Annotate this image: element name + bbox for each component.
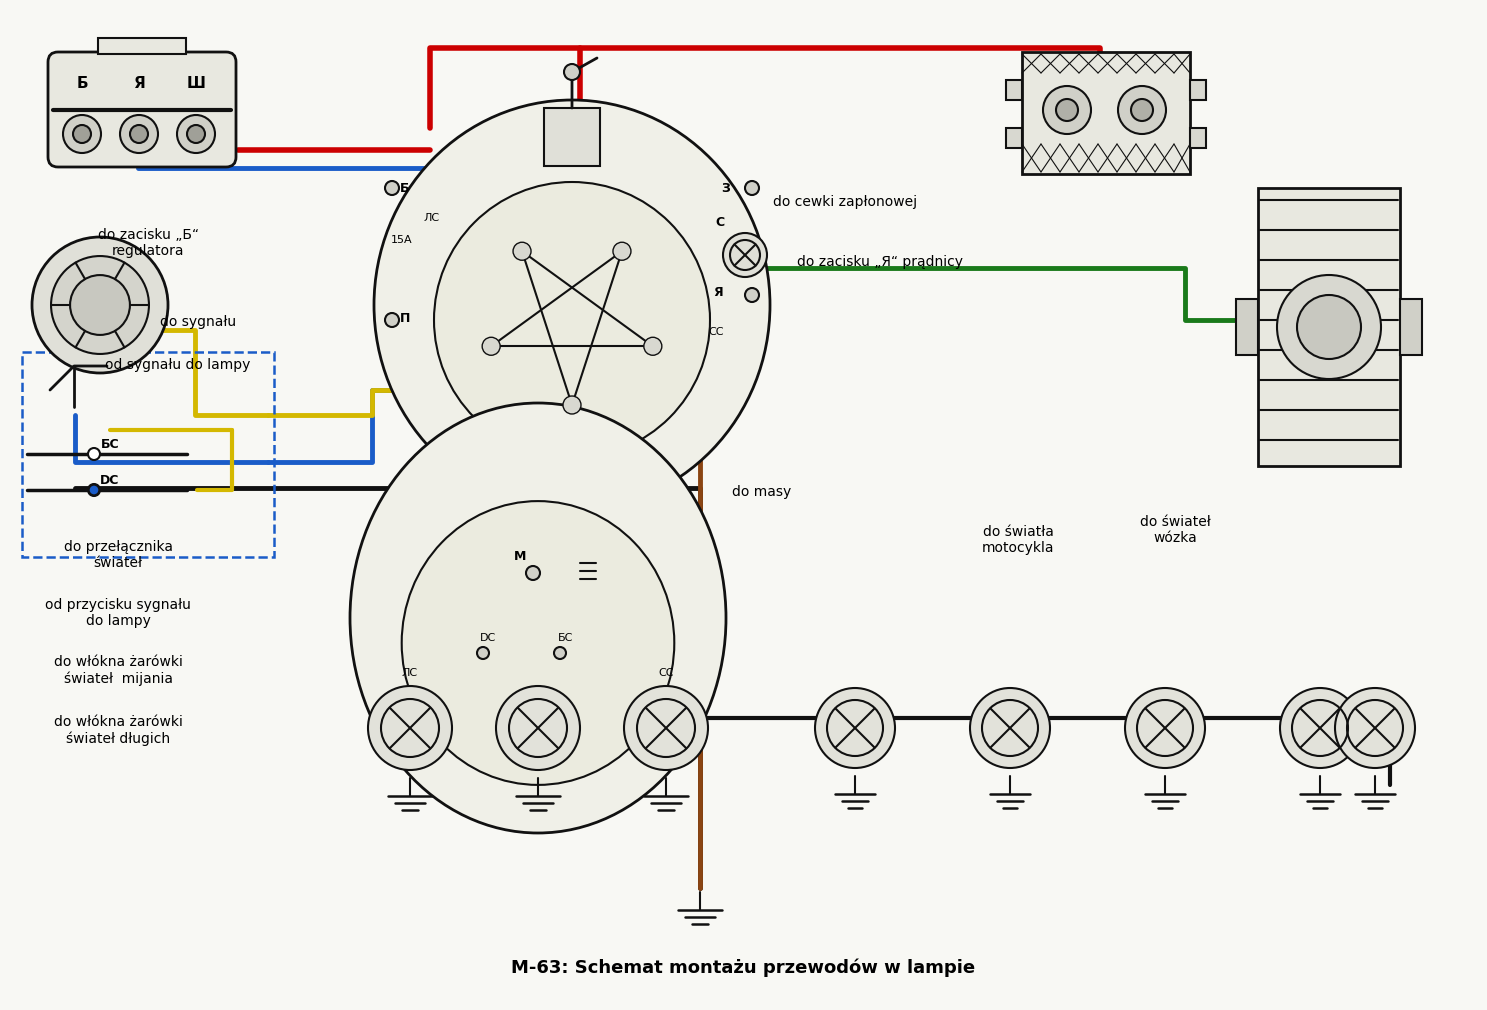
Ellipse shape: [349, 403, 726, 833]
Circle shape: [1042, 86, 1091, 134]
Circle shape: [513, 242, 531, 261]
Circle shape: [51, 257, 149, 354]
Bar: [1007, 128, 1022, 148]
Text: od sygnału do lampy: od sygnału do lampy: [106, 358, 251, 372]
Text: Б: Б: [400, 182, 410, 195]
Circle shape: [625, 686, 708, 770]
Bar: [22, 352, 274, 557]
Bar: [1236, 299, 1258, 355]
Circle shape: [88, 448, 100, 460]
Text: do włókna żarówki
świateł  mijania: do włókna żarówki świateł mijania: [54, 655, 183, 686]
Circle shape: [129, 125, 149, 143]
Ellipse shape: [401, 501, 674, 785]
Text: Б: Б: [76, 77, 88, 92]
Text: П: П: [400, 311, 410, 324]
Text: do włókna żarówki
świateł długich: do włókna żarówki świateł długich: [54, 715, 183, 745]
Text: БС: БС: [558, 633, 574, 643]
Text: do świateł
wózka: do świateł wózka: [1139, 515, 1210, 545]
Bar: [1258, 188, 1399, 466]
Circle shape: [187, 125, 205, 143]
Bar: [1190, 80, 1206, 100]
Circle shape: [1118, 86, 1166, 134]
Circle shape: [564, 396, 581, 414]
Text: СС: СС: [659, 668, 674, 678]
Text: БС: БС: [101, 437, 119, 450]
Text: ЛС: ЛС: [401, 668, 418, 678]
Circle shape: [1132, 99, 1152, 121]
Text: Ш: Ш: [186, 77, 205, 92]
Ellipse shape: [375, 100, 770, 510]
Circle shape: [33, 237, 168, 373]
Text: DC: DC: [480, 633, 497, 643]
Circle shape: [613, 242, 630, 261]
Circle shape: [1056, 99, 1078, 121]
Text: do cewki zapłonowej: do cewki zapłonowej: [773, 195, 917, 209]
Text: З: З: [721, 182, 730, 195]
Circle shape: [367, 686, 452, 770]
Text: od przycisku sygnału
do lampy: od przycisku sygnału do lampy: [45, 598, 190, 628]
Text: do sygnału: do sygnału: [161, 315, 236, 329]
Circle shape: [73, 125, 91, 143]
Text: do zacisku „Я“ prądnicy: do zacisku „Я“ prądnicy: [797, 255, 964, 269]
Circle shape: [62, 115, 101, 153]
Text: Я: Я: [714, 286, 723, 299]
Circle shape: [745, 181, 758, 195]
FancyBboxPatch shape: [48, 52, 236, 167]
Circle shape: [526, 566, 540, 580]
Circle shape: [482, 337, 500, 356]
Bar: [1190, 128, 1206, 148]
Circle shape: [385, 181, 399, 195]
Text: do światła
motocykla: do światła motocykla: [981, 525, 1054, 556]
Circle shape: [120, 115, 158, 153]
Text: СС: СС: [708, 327, 724, 337]
Circle shape: [970, 688, 1050, 768]
Circle shape: [745, 288, 758, 302]
Bar: [544, 108, 599, 166]
Circle shape: [815, 688, 895, 768]
Circle shape: [88, 484, 100, 496]
Circle shape: [1297, 295, 1361, 359]
Circle shape: [564, 64, 580, 80]
Text: DC: DC: [100, 474, 119, 487]
Text: do zacisku „Б“
regulatora: do zacisku „Б“ regulatora: [98, 228, 198, 259]
Text: Я: Я: [134, 77, 144, 92]
Text: ЛС: ЛС: [424, 213, 440, 223]
Circle shape: [723, 233, 767, 277]
Circle shape: [434, 182, 709, 458]
Circle shape: [1335, 688, 1416, 768]
Circle shape: [70, 275, 129, 335]
Circle shape: [1280, 688, 1361, 768]
Text: do masy: do masy: [733, 485, 791, 499]
Circle shape: [497, 686, 580, 770]
Circle shape: [89, 485, 100, 495]
Circle shape: [644, 337, 662, 356]
Circle shape: [477, 647, 489, 659]
Text: С: С: [715, 215, 724, 228]
Circle shape: [1277, 275, 1381, 379]
Text: M-63: Schemat montażu przewodów w lampie: M-63: Schemat montażu przewodów w lampie: [512, 958, 975, 978]
Bar: [98, 38, 186, 54]
Bar: [1399, 299, 1422, 355]
Bar: [1007, 80, 1022, 100]
Circle shape: [1126, 688, 1204, 768]
Text: do przełącznika
świateł: do przełącznika świateł: [64, 540, 172, 571]
Circle shape: [385, 313, 399, 327]
Text: 15А: 15А: [391, 235, 413, 245]
Bar: [1022, 52, 1190, 174]
Text: М: М: [515, 549, 526, 563]
Circle shape: [177, 115, 216, 153]
Circle shape: [555, 647, 567, 659]
